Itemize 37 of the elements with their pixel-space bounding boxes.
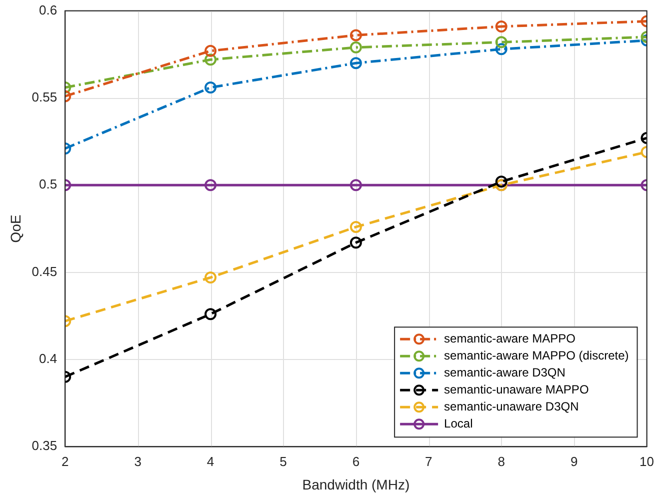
point xyxy=(350,41,362,54)
legend-label: semantic-aware D3QN xyxy=(444,365,566,380)
x-tick-label: 4 xyxy=(206,454,214,469)
point xyxy=(495,36,508,48)
x-axis-title: Bandwidth (MHz) xyxy=(302,476,410,492)
y-tick-label: 0.4 xyxy=(39,351,58,366)
y-axis-title: QoE xyxy=(7,214,24,243)
legend-label: semantic-unaware D3QN xyxy=(444,399,579,414)
x-tick-label: 3 xyxy=(134,454,142,469)
y-tick-label: 0.5 xyxy=(39,176,58,192)
legend-label: semantic-aware MAPPO xyxy=(444,331,576,346)
y-tick-label: 0.35 xyxy=(32,438,58,454)
x-tick-label: 8 xyxy=(498,454,505,469)
y-tick-label: 0.55 xyxy=(32,90,58,105)
legend-label: semantic-unaware MAPPO xyxy=(444,382,589,396)
x-tick-label: 7 xyxy=(425,454,432,469)
x-tick-label: 9 xyxy=(570,454,578,469)
point xyxy=(350,57,362,70)
y-tick-label: 0.6 xyxy=(39,2,58,18)
point xyxy=(350,29,362,42)
point xyxy=(204,272,217,284)
point xyxy=(350,236,362,249)
x-tick-label: 2 xyxy=(61,454,69,469)
x-tick-label: 6 xyxy=(352,454,360,469)
point xyxy=(204,54,217,66)
point xyxy=(495,43,508,56)
legend-label: Local xyxy=(444,416,473,430)
point xyxy=(350,220,362,233)
point xyxy=(204,308,217,320)
legend-label: semantic-aware MAPPO (discrete) xyxy=(444,348,629,362)
point xyxy=(204,44,217,57)
x-tick-label: 10 xyxy=(640,454,654,469)
point xyxy=(495,20,508,32)
x-tick-label: 5 xyxy=(280,454,287,469)
point xyxy=(495,176,508,188)
point xyxy=(204,82,217,94)
y-tick-label: 0.45 xyxy=(32,264,58,279)
